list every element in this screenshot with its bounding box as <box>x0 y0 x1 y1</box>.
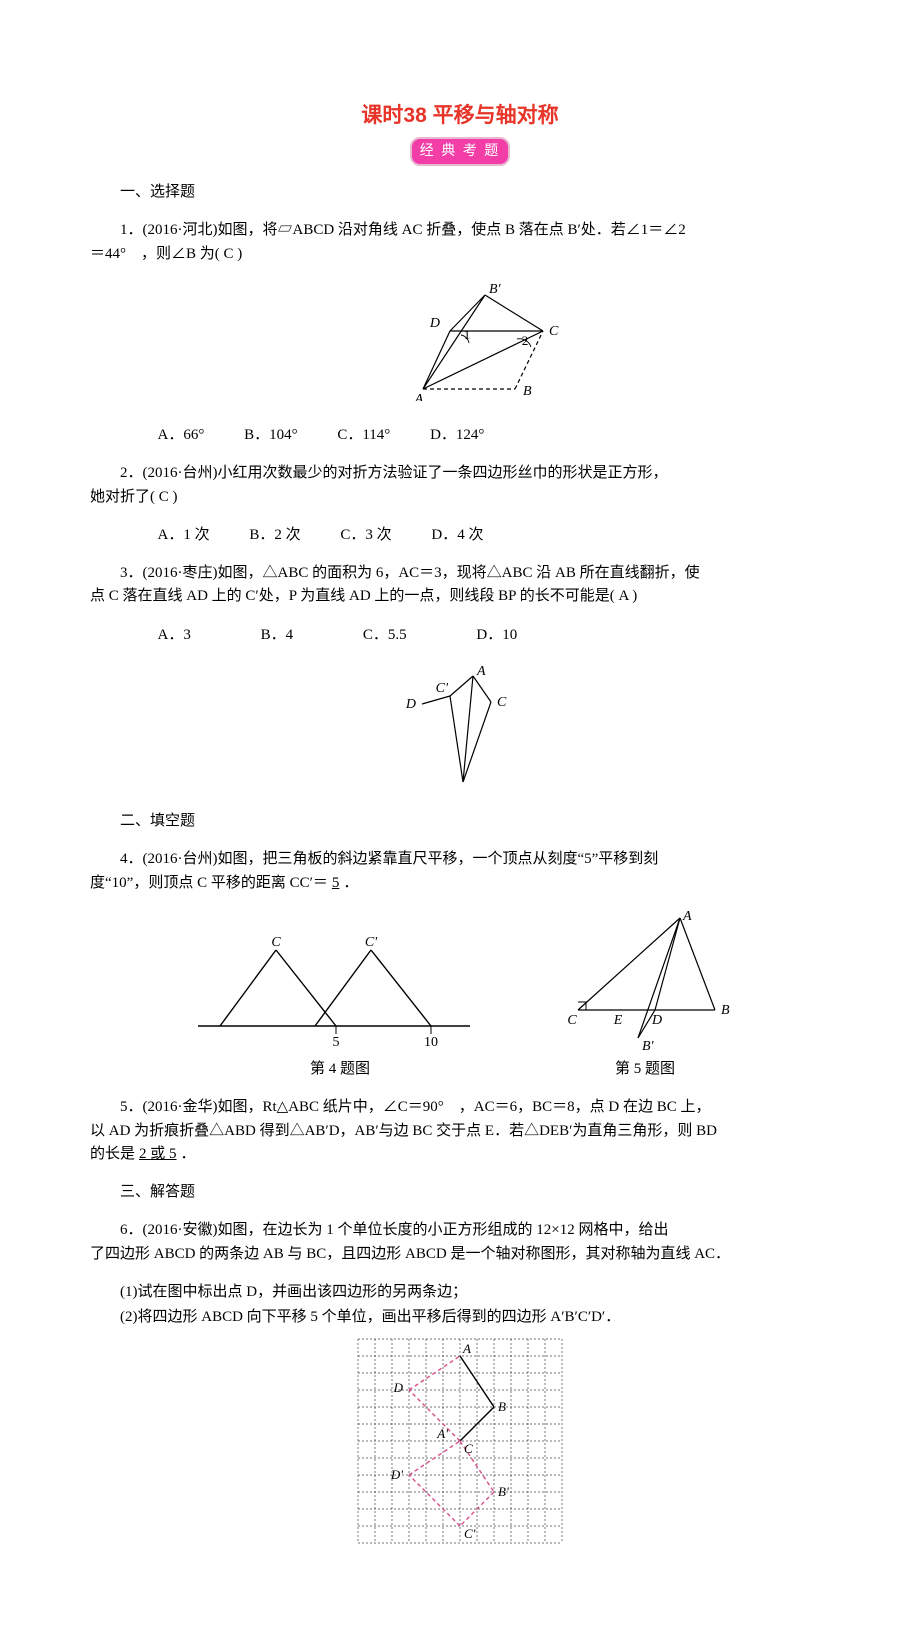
svg-text:A: A <box>476 664 486 679</box>
q5-text-line1: 5．(2016·金华)如图，Rt△ABC 纸片中，∠C＝90° ，AC＝6，BC… <box>90 1096 830 1119</box>
svg-text:A: A <box>682 910 692 924</box>
svg-text:B: B <box>459 785 468 787</box>
svg-text:C: C <box>567 1013 577 1028</box>
q4-figure-container: 5 10 C C' 第 4 题图 <box>190 930 490 1082</box>
q4-answer: 5 <box>328 875 344 891</box>
q5-figure-svg: A B C D E B' <box>560 910 730 1050</box>
svg-text:C: C <box>464 1441 473 1456</box>
q4-text-line2b: ． <box>343 875 358 891</box>
q3-opt-c: C．5.5 <box>363 624 407 647</box>
svg-text:D: D <box>405 697 416 712</box>
q6-text-line1: 6．(2016·安徽)如图，在边长为 1 个单位长度的小正方形组成的 12×12… <box>90 1219 830 1242</box>
q1-text-line2: ＝44° ，则∠B 为( C ) <box>90 243 830 266</box>
q3-text-line2: 点 C 落在直线 AD 上的 C′处，P 为直线 AD 上的一点，则线段 BP … <box>90 585 830 608</box>
q6-figure-svg: A B C D A' B' C' D' <box>350 1333 570 1563</box>
q5-text-line3a: 的长是 <box>90 1146 135 1162</box>
page-title: 课时38 平移与轴对称 <box>90 100 830 133</box>
section-2-heading: 二、填空题 <box>90 810 830 833</box>
svg-text:B: B <box>523 384 532 399</box>
q2-text-line1: 2．(2016·台州)小红用次数最少的对折方法验证了一条四边形丝巾的形状是正方形… <box>90 462 830 485</box>
svg-text:B': B' <box>642 1039 655 1050</box>
svg-text:E: E <box>613 1013 623 1028</box>
svg-text:B': B' <box>498 1484 509 1499</box>
q4-text-line1: 4．(2016·台州)如图，把三角板的斜边紧靠直尺平移，一个顶点从刻度“5”平移… <box>90 848 830 871</box>
svg-text:5: 5 <box>333 1035 340 1050</box>
q6-text-line2: 了四边形 ABCD 的两条边 AB 与 BC，且四边形 ABCD 是一个轴对称图… <box>90 1243 830 1266</box>
svg-text:D: D <box>651 1013 662 1028</box>
svg-text:10: 10 <box>424 1035 438 1050</box>
svg-text:D: D <box>393 1380 404 1395</box>
q3-text-line1: 3．(2016·枣庄)如图，△ABC 的面积为 6，AC＝3，现将△ABC 沿 … <box>90 562 830 585</box>
svg-text:C': C' <box>365 935 378 950</box>
q2-opt-d: D．4 次 <box>431 524 483 547</box>
svg-text:C': C' <box>436 681 449 696</box>
svg-text:A: A <box>462 1341 471 1356</box>
q3-figure-svg: A B C C' D <box>390 662 530 787</box>
q2-opt-c: C．3 次 <box>340 524 391 547</box>
svg-text:A: A <box>414 392 424 401</box>
svg-text:D': D' <box>390 1467 403 1482</box>
q4-figure-svg: 5 10 C C' <box>190 930 490 1050</box>
q1-opt-b: B．104° <box>244 424 298 447</box>
svg-text:C: C <box>549 324 559 339</box>
q3-options: A．3 B．4 C．5.5 D．10 <box>90 624 830 647</box>
subtitle-badge: 经 典 考 题 <box>410 137 511 167</box>
q5-text-line3b: ． <box>181 1146 196 1162</box>
svg-text:C: C <box>271 935 281 950</box>
svg-text:C': C' <box>464 1526 476 1541</box>
section-1-heading: 一、选择题 <box>90 181 830 204</box>
q2-text-line2: 她对折了( C ) <box>90 486 830 509</box>
q4-q5-figure-row: 5 10 C C' 第 4 题图 A B C D E B' 第 5 题图 <box>90 910 830 1082</box>
section-3-heading: 三、解答题 <box>90 1181 830 1204</box>
q3-figure: A B C C' D <box>90 662 830 795</box>
q6-figure: A B C D A' B' C' D' <box>90 1333 830 1571</box>
q3-opt-d: D．10 <box>476 624 517 647</box>
q5-text-line2: 以 AD 为折痕折叠△ABD 得到△AB′D，AB′与边 BC 交于点 E．若△… <box>90 1120 830 1143</box>
svg-text:B: B <box>498 1399 506 1414</box>
q2-opt-b: B．2 次 <box>249 524 300 547</box>
svg-text:B: B <box>721 1003 730 1018</box>
q6-part1: (1)试在图中标出点 D，并画出该四边形的另两条边； <box>90 1281 830 1304</box>
svg-text:D: D <box>429 316 440 331</box>
q3-opt-b: B．4 <box>261 624 294 647</box>
q3-opt-a: A．3 <box>158 624 191 647</box>
q5-figure-container: A B C D E B' 第 5 题图 <box>560 910 730 1082</box>
q6-part2: (2)将四边形 ABCD 向下平移 5 个单位，画出平移后得到的四边形 A′B′… <box>90 1306 830 1329</box>
q5-text-line3: 的长是2 或 5． <box>90 1143 830 1166</box>
svg-text:1: 1 <box>464 327 471 342</box>
subtitle-badge-row: 经 典 考 题 <box>90 137 830 167</box>
svg-text:C: C <box>497 695 507 710</box>
q4-figure-caption: 第 4 题图 <box>190 1058 490 1081</box>
q5-figure-caption: 第 5 题图 <box>560 1058 730 1081</box>
q1-text-line1: 1．(2016·河北)如图，将▱ABCD 沿对角线 AC 折叠，使点 B 落在点… <box>90 219 830 242</box>
svg-text:B': B' <box>489 282 502 297</box>
q1-figure: ABCDB'12 <box>90 281 830 409</box>
q1-opt-a: A．66° <box>158 424 205 447</box>
svg-text:A': A' <box>436 1426 448 1441</box>
q4-text-line2: 度“10”，则顶点 C 平移的距离 CC′＝5． <box>90 872 830 895</box>
q1-options: A．66° B．104° C．114° D．124° <box>90 424 830 447</box>
q2-opt-a: A．1 次 <box>158 524 210 547</box>
q5-answer: 2 或 5 <box>135 1146 181 1162</box>
q1-opt-c: C．114° <box>337 424 390 447</box>
q4-text-line2a: 度“10”，则顶点 C 平移的距离 CC′＝ <box>90 875 328 891</box>
q2-options: A．1 次 B．2 次 C．3 次 D．4 次 <box>90 524 830 547</box>
q1-figure-svg: ABCDB'12 <box>355 281 565 401</box>
q1-opt-d: D．124° <box>430 424 484 447</box>
